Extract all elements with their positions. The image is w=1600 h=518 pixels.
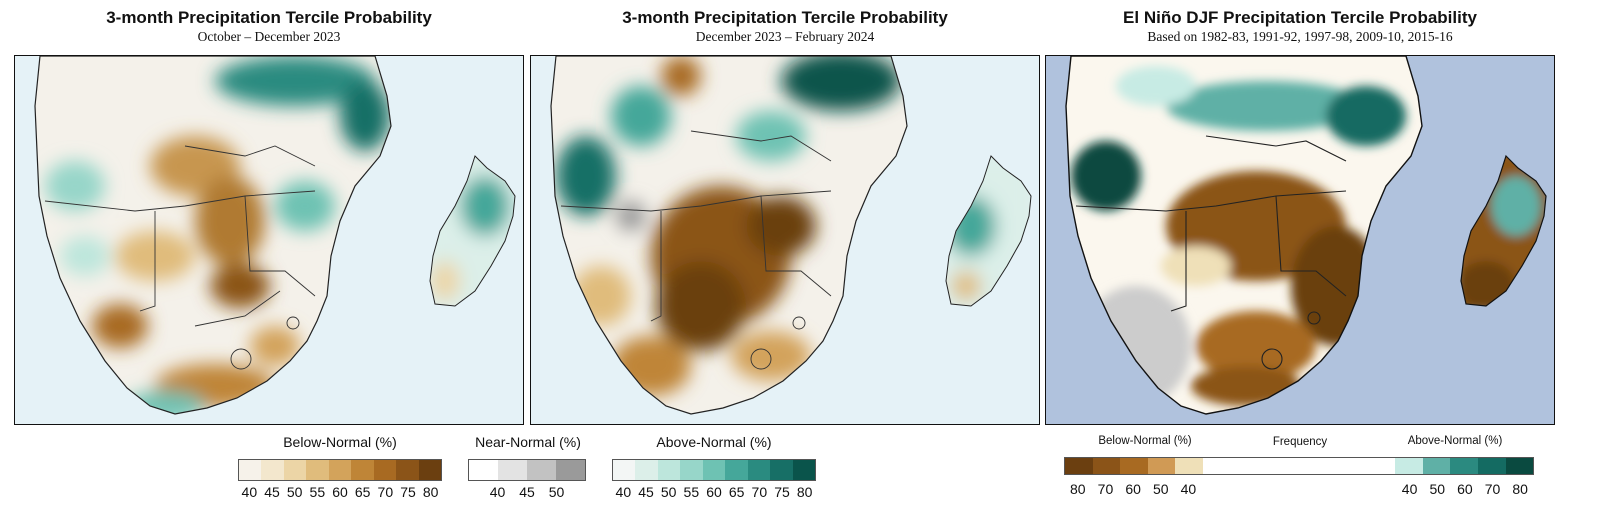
legend-below-normal-tick-70: 70 xyxy=(377,484,394,500)
elnino-legend-swatch-14 xyxy=(1450,458,1478,474)
legend-above-normal-tick-80: 80 xyxy=(796,484,813,500)
elnino-legend-below-title: Below-Normal (%) xyxy=(1098,435,1192,447)
elnino-legend-above-title: Above-Normal (%) xyxy=(1407,435,1503,447)
elnino-legend-swatch-15 xyxy=(1477,458,1506,474)
elnino-legend-swatch-7 xyxy=(1257,458,1286,474)
legend-above-normal-swatch-3 xyxy=(680,460,703,480)
panel-2-subtitle: December 2023 – February 2024 xyxy=(695,29,875,44)
elnino-legend-swatch-16 xyxy=(1505,458,1534,474)
elnino-legend-swatch-1 xyxy=(1092,458,1121,474)
legend-below-normal-tick-55: 55 xyxy=(309,484,326,500)
elnino-legend-above-tick-50: 50 xyxy=(1429,481,1446,497)
legend-near-normal-tick-40: 40 xyxy=(489,484,506,500)
legend-below-normal-colorbar xyxy=(238,459,442,481)
map-oct-dec-2023 xyxy=(14,55,524,425)
legend-above-normal-tick-40: 40 xyxy=(615,484,632,500)
legend-below-normal-tick-80: 80 xyxy=(422,484,439,500)
elnino-legend-colorbar xyxy=(1064,457,1534,475)
legend-above-normal-tick-60: 60 xyxy=(706,484,722,500)
legend-near-normal-swatch-3 xyxy=(556,460,585,480)
elnino-legend-swatch-8 xyxy=(1285,458,1313,474)
legend-above-normal-swatch-8 xyxy=(792,460,815,480)
elnino-legend-below-tick-60: 60 xyxy=(1125,481,1141,497)
panel-3-title: El Niño DJF Precipitation Tercile Probab… xyxy=(1123,8,1477,27)
legend-above-normal-swatch-5 xyxy=(725,460,748,480)
panel-1-title: 3-month Precipitation Tercile Probabilit… xyxy=(106,8,432,27)
elnino-legend-swatch-10 xyxy=(1340,458,1368,474)
legend-above-normal-tick-65: 65 xyxy=(728,484,745,500)
map-el-nino-djf xyxy=(1045,55,1555,425)
panel-1-title-block: 3-month Precipitation Tercile Probabilit… xyxy=(14,8,524,46)
elnino-legend-above-tick-60: 60 xyxy=(1457,481,1473,497)
elnino-legend-above-tick-40: 40 xyxy=(1401,481,1418,497)
elnino-legend-swatch-11 xyxy=(1367,458,1396,474)
legend-above-normal-tick-50: 50 xyxy=(660,484,677,500)
legend-below-normal-tick-75: 75 xyxy=(400,484,416,500)
legend-above-normal-swatch-7 xyxy=(770,460,793,480)
legend-below-normal-tick-65: 65 xyxy=(354,484,371,500)
panel-1-subtitle: October – December 2023 xyxy=(197,29,341,44)
legend-near-normal-swatch-1 xyxy=(498,460,527,480)
elnino-legend-below-tick-80: 80 xyxy=(1070,481,1086,497)
legend-above-normal-tick-55: 55 xyxy=(683,484,700,500)
legend-below-normal-swatch-0 xyxy=(239,460,262,480)
elnino-legend-below-tick-70: 70 xyxy=(1097,481,1114,497)
elnino-legend-frequency-title: Frequency xyxy=(1272,436,1328,448)
legend-below-normal-swatch-1 xyxy=(261,460,284,480)
legend-near-normal-tick-45: 45 xyxy=(519,484,535,500)
legend-below-normal-tick-45: 45 xyxy=(264,484,280,500)
map-dec-feb-2024 xyxy=(530,55,1040,425)
legend-above-normal-swatch-1 xyxy=(635,460,658,480)
legend-above-normal-swatch-4 xyxy=(702,460,726,480)
elnino-legend-swatch-6 xyxy=(1230,458,1258,474)
legend-below-normal-swatch-3 xyxy=(306,460,329,480)
legend-below-normal-title: Below-Normal (%) xyxy=(283,434,397,450)
legend-near-normal-swatch-2 xyxy=(527,460,556,480)
elnino-legend-below-tick-40: 40 xyxy=(1180,481,1197,497)
elnino-legend-below-tick-50: 50 xyxy=(1152,481,1169,497)
panel-2-title-block: 3-month Precipitation Tercile Probabilit… xyxy=(530,8,1040,46)
panel-2-title: 3-month Precipitation Tercile Probabilit… xyxy=(622,8,948,27)
elnino-legend-swatch-12 xyxy=(1395,458,1423,474)
legend-near-normal-swatch-0 xyxy=(469,460,498,480)
elnino-legend-swatch-4 xyxy=(1175,458,1203,474)
panel-3-subtitle: Based on 1982-83, 1991-92, 1997-98, 2009… xyxy=(1147,29,1453,44)
elnino-legend-swatch-9 xyxy=(1312,458,1341,474)
legend-above-normal-tick-45: 45 xyxy=(638,484,654,500)
legend-below-normal-swatch-2 xyxy=(283,460,307,480)
legend-near-normal-title: Near-Normal (%) xyxy=(475,434,581,450)
legend-below-normal-swatch-5 xyxy=(351,460,374,480)
legend-above-normal-swatch-0 xyxy=(613,460,636,480)
legend-below-normal-swatch-7 xyxy=(396,460,419,480)
legend-below-normal-tick-50: 50 xyxy=(286,484,303,500)
elnino-legend-swatch-0 xyxy=(1065,458,1093,474)
legend-below-normal-swatch-6 xyxy=(373,460,397,480)
elnino-legend-swatch-2 xyxy=(1120,458,1148,474)
legend-below-normal-tick-40: 40 xyxy=(241,484,258,500)
legend-above-normal-tick-70: 70 xyxy=(751,484,768,500)
elnino-legend-swatch-3 xyxy=(1147,458,1176,474)
panel-3-title-block: El Niño DJF Precipitation Tercile Probab… xyxy=(1045,8,1555,46)
legend-below-normal-tick-60: 60 xyxy=(332,484,348,500)
legend-above-normal-swatch-6 xyxy=(747,460,771,480)
legend-near-normal-colorbar xyxy=(468,459,586,481)
legend-near-normal-tick-50: 50 xyxy=(548,484,565,500)
legend-below-normal-swatch-8 xyxy=(418,460,441,480)
legend-above-normal-colorbar xyxy=(612,459,816,481)
legend-above-normal-title: Above-Normal (%) xyxy=(656,434,772,450)
legend-below-normal-swatch-4 xyxy=(328,460,352,480)
elnino-legend-swatch-13 xyxy=(1422,458,1451,474)
elnino-legend-above-tick-80: 80 xyxy=(1512,481,1528,497)
legend-above-normal-swatch-2 xyxy=(657,460,681,480)
elnino-legend-swatch-5 xyxy=(1202,458,1231,474)
elnino-legend-above-tick-70: 70 xyxy=(1484,481,1501,497)
legend-above-normal-tick-75: 75 xyxy=(774,484,790,500)
